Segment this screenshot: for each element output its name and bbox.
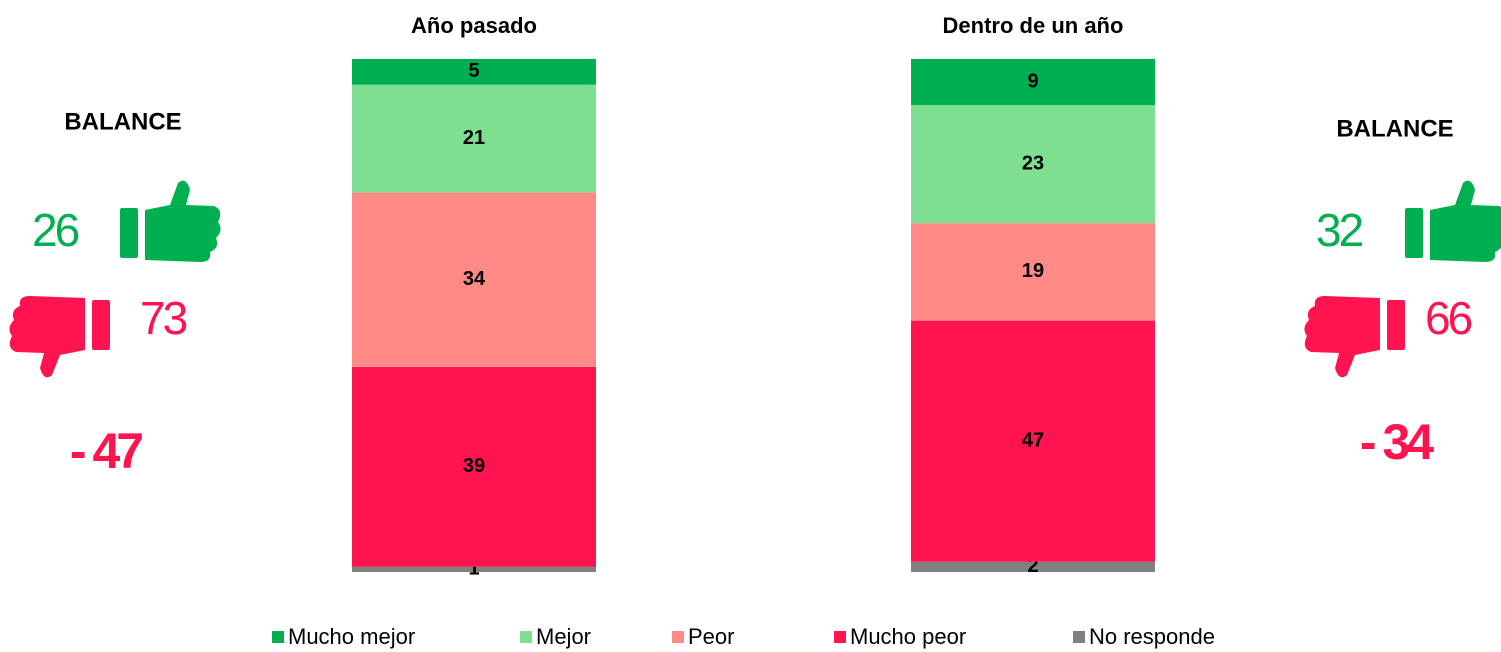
negative-value: 73 <box>140 292 187 344</box>
value-label: 21 <box>463 127 485 149</box>
value-label: 39 <box>463 455 485 477</box>
category-title: Dentro de un año <box>943 13 1124 38</box>
legend-marker <box>272 631 284 643</box>
value-label: 1 <box>468 558 479 580</box>
thumb-up-icon <box>120 180 221 262</box>
bar-segment <box>352 192 596 367</box>
thumb-down-icon <box>1304 296 1405 378</box>
legend-label: No responde <box>1089 624 1215 649</box>
negative-value: 66 <box>1425 292 1472 344</box>
legend-marker <box>672 631 684 643</box>
legend-label: Mejor <box>536 624 591 649</box>
bar-segment <box>352 59 596 85</box>
value-label: 34 <box>463 268 486 290</box>
balance-label: BALANCE <box>1336 115 1453 142</box>
bar-segment <box>911 223 1155 321</box>
value-label: 2 <box>1027 555 1038 577</box>
legend-marker <box>520 631 532 643</box>
net-balance: - 34 <box>1360 414 1434 470</box>
bar-segment <box>911 320 1155 562</box>
value-label: 5 <box>468 60 479 82</box>
value-label: 23 <box>1022 152 1044 174</box>
thumb-down-icon <box>9 296 110 378</box>
thumb-up-icon <box>1405 180 1501 262</box>
bar-segment <box>352 366 596 567</box>
legend-label: Mucho peor <box>850 624 966 649</box>
legend-marker <box>1073 631 1085 643</box>
bar-segment <box>911 561 1155 572</box>
value-label: 9 <box>1027 70 1038 92</box>
category-title: Año pasado <box>411 13 537 38</box>
value-label: 19 <box>1022 260 1044 282</box>
value-label: 47 <box>1022 429 1044 451</box>
legend-marker <box>834 631 846 643</box>
bar-segment <box>352 84 596 193</box>
legend-label: Mucho mejor <box>288 624 415 649</box>
legend-label: Peor <box>688 624 734 649</box>
positive-value: 26 <box>32 204 79 256</box>
positive-value: 32 <box>1316 204 1363 256</box>
bar-segment <box>352 566 596 572</box>
bar-segment <box>911 59 1155 106</box>
bar-segment <box>911 105 1155 224</box>
net-balance: - 47 <box>70 423 142 479</box>
balance-label: BALANCE <box>64 108 181 135</box>
